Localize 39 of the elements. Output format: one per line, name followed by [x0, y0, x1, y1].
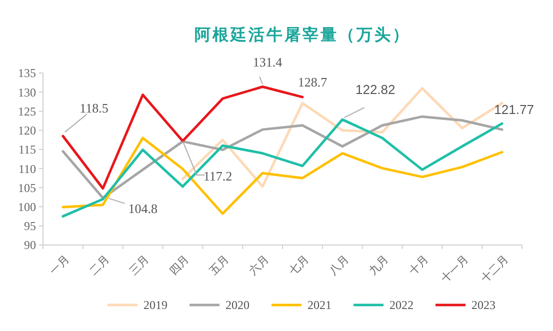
line-series [62, 118, 504, 218]
legend-label: 2019 [144, 298, 168, 312]
y-tick-label: 100 [18, 200, 36, 214]
x-tick-label: 十二月 [478, 252, 511, 286]
x-tick-label: 九月 [366, 252, 392, 278]
y-tick-label: 130 [18, 85, 36, 100]
annotation: 104.8 [128, 200, 158, 216]
annotation: 128.7 [298, 74, 328, 90]
y-tick-label: 95 [24, 219, 36, 234]
y-tick-label: 105 [18, 180, 36, 195]
y-tick-label: 120 [18, 124, 36, 138]
x-tick-label: 八月 [327, 253, 352, 278]
x-tick-label: 七月 [286, 252, 312, 278]
annotation: 122.82 [355, 82, 396, 98]
y-tick-label: 115 [18, 142, 36, 157]
x-tick-label: 一月 [48, 253, 72, 278]
line-series [62, 86, 304, 190]
x-tick-label: 三月 [128, 253, 152, 278]
x-tick-label: 六月 [246, 252, 272, 278]
y-tick-label: 110 [18, 162, 36, 176]
x-tick-label: 十月 [406, 252, 432, 278]
x-tick-label: 四月 [168, 253, 192, 278]
x-tick-label: 五月 [207, 253, 232, 278]
y-tick-label: 125 [18, 104, 36, 118]
x-tick-label: 十一月 [438, 252, 471, 286]
annotation: 131.4 [252, 54, 283, 70]
legend-label: 2020 [226, 298, 250, 312]
annotation: 118.5 [80, 100, 108, 116]
chart-title: 阿根廷活牛屠宰量（万头） [194, 25, 410, 44]
annotation: 117.2 [203, 168, 232, 184]
legend-label: 2023 [472, 298, 496, 312]
line-series [62, 136, 504, 215]
annotation: 121.77 [494, 102, 534, 118]
line-series [62, 115, 504, 200]
x-tick-label: 二月 [88, 253, 112, 278]
y-tick-label: 135 [18, 66, 36, 80]
y-tick-label: 90 [24, 238, 36, 252]
legend-label: 2022 [390, 298, 414, 312]
legend-label: 2021 [308, 298, 332, 312]
